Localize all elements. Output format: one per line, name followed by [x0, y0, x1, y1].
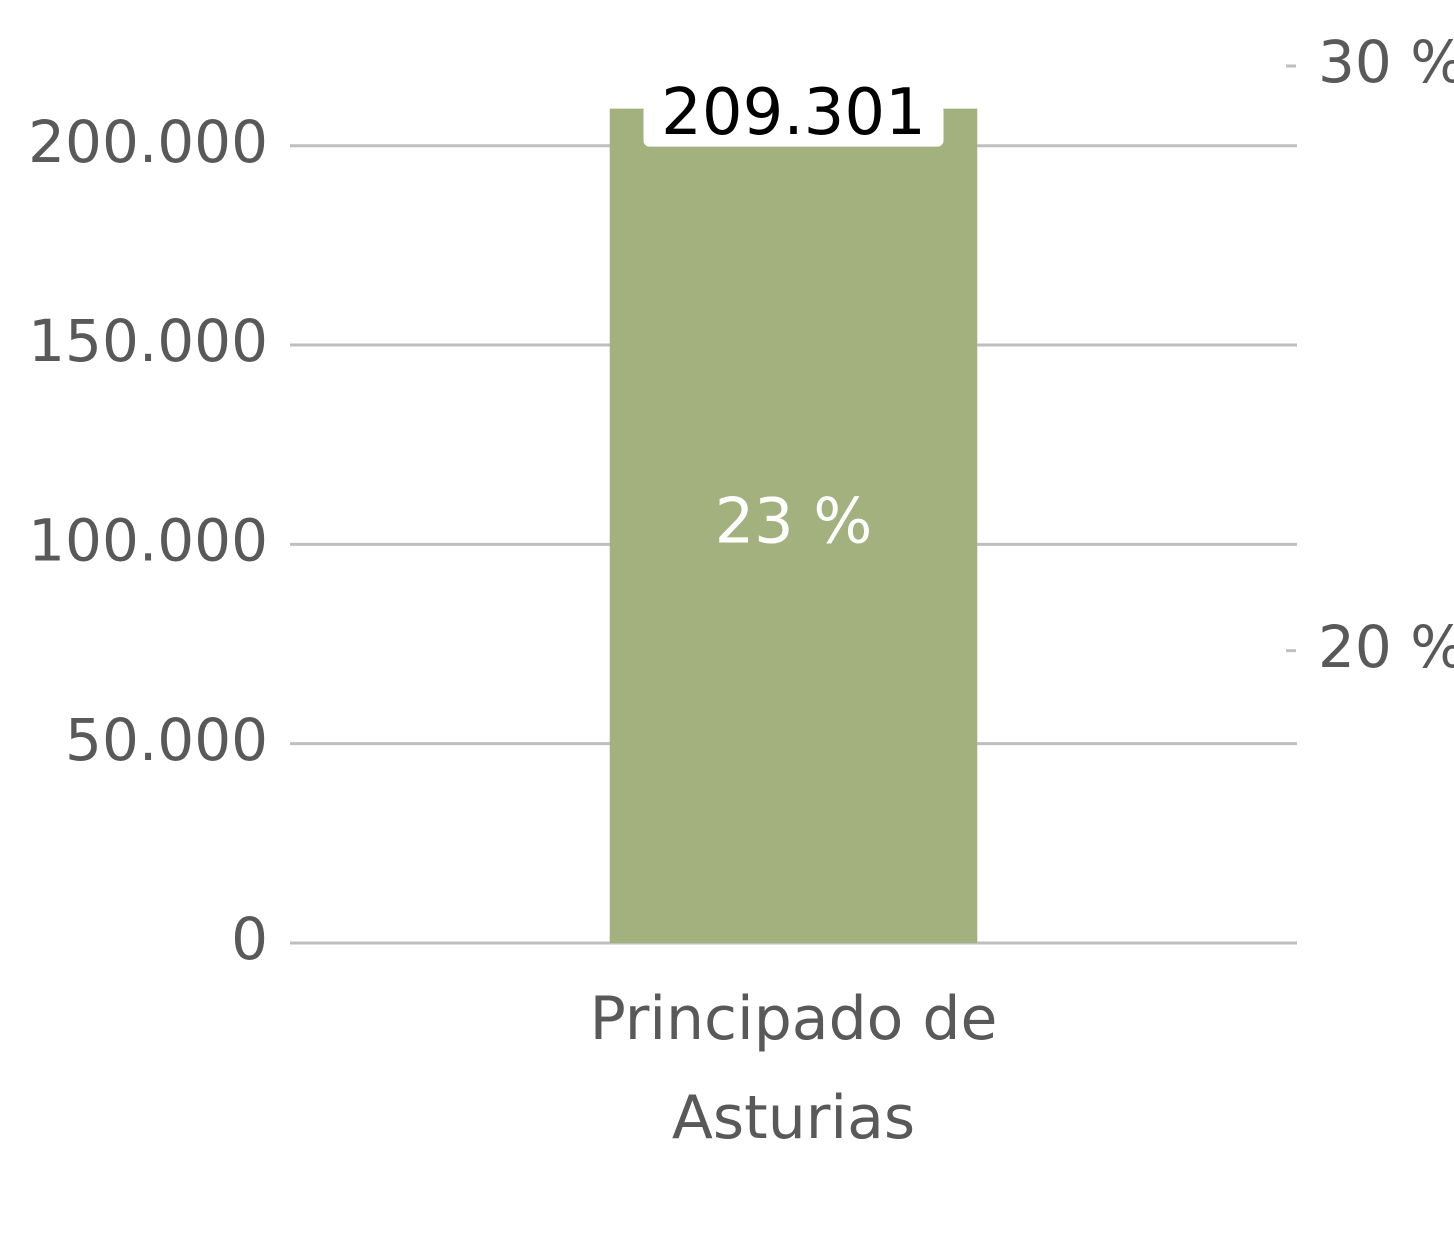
y-tick-label: 200.000: [28, 108, 268, 176]
data-label-box: [643, 104, 944, 147]
y-tick-label: 50.000: [65, 706, 268, 774]
y2-tick-label: 20 %: [1318, 613, 1454, 681]
x-tick-label: Principado de Asturias: [589, 984, 998, 1153]
y-tick-label: 150.000: [28, 307, 268, 375]
point: [791, 473, 796, 478]
data-label: 209.301: [661, 76, 926, 150]
data-label: 23 %: [715, 484, 873, 557]
y2-tick-label: 30 %: [1318, 28, 1454, 96]
y-tick-label: 0: [231, 905, 268, 973]
bar: [609, 108, 978, 944]
y-tick-label: 100.000: [28, 506, 268, 574]
